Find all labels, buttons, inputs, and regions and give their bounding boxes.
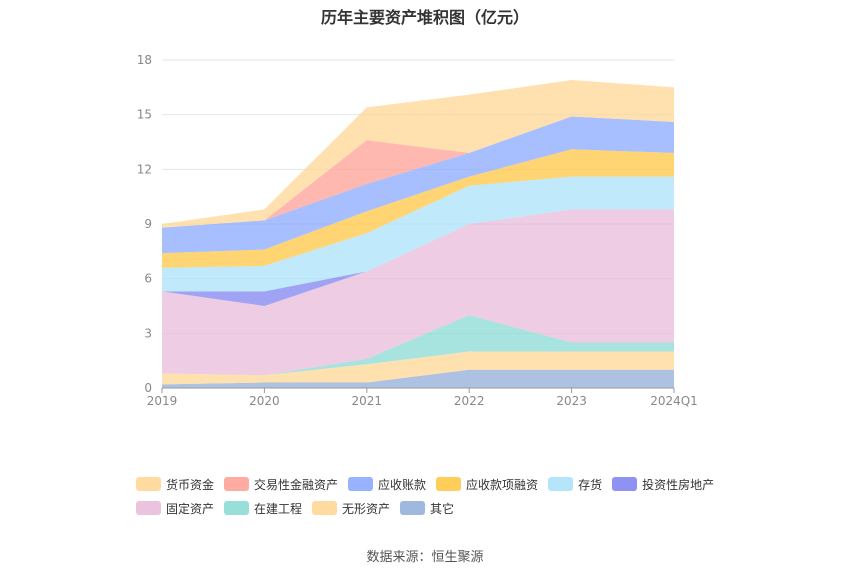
x-tick-label: 2023: [556, 394, 587, 408]
legend-swatch: [136, 501, 161, 515]
x-tick-label: 2020: [249, 394, 280, 408]
legend-row: 货币资金 交易性金融资产 应收账款 应收款项融资 存货 投资性房地产: [136, 472, 736, 496]
legend-row: 固定资产 在建工程 无形资产 其它: [136, 496, 736, 520]
area-series-0: [162, 369, 674, 388]
axes: 0 3 6 9 12 15 18 2019 2020 2021 2022 2023 2024Q1: [137, 53, 698, 408]
legend-swatch: [400, 501, 426, 515]
legend-item[interactable]: 其它: [400, 500, 454, 517]
legend-label: 其它: [430, 501, 455, 516]
y-tick-label: 3: [144, 326, 152, 340]
legend-swatch: [312, 501, 338, 515]
x-tick-label: 2022: [454, 394, 485, 408]
area-series-3: [162, 209, 674, 376]
legend-item[interactable]: 固定资产: [136, 500, 214, 517]
area-series-2: [162, 315, 674, 376]
y-tick-label: 18: [137, 53, 152, 67]
stacked-area-chart: 0 3 6 9 12 15 18 2019 2020 2021 2022 2023 2024Q1: [137, 53, 698, 408]
legend-label: 应收账款: [378, 477, 427, 492]
legend-label: 交易性金融资产: [254, 477, 339, 492]
legend-item[interactable]: 交易性金融资产: [224, 476, 338, 493]
legend-swatch: [348, 477, 374, 491]
area-series-4: [162, 209, 674, 306]
y-tick-label: 0: [144, 381, 152, 395]
legend-label: 无形资产: [342, 501, 391, 516]
legend-swatch: [224, 501, 250, 515]
area-series-1: [162, 351, 674, 385]
y-tick-label: 9: [144, 217, 152, 231]
legend-swatch: [612, 477, 638, 491]
legend-item[interactable]: 无形资产: [312, 500, 390, 517]
x-tick-label: 2021: [352, 394, 383, 408]
legend-item[interactable]: 货币资金: [136, 476, 214, 493]
legend-item[interactable]: 在建工程: [224, 500, 302, 517]
y-tick-label: 6: [144, 272, 152, 286]
legend-swatch: [224, 477, 250, 491]
x-tick-label: 2019: [147, 394, 178, 408]
area-series-5: [162, 176, 674, 292]
source-note: 数据来源：恒生聚源: [366, 550, 484, 565]
legend-label: 应收款项融资: [466, 477, 539, 492]
area-series-layer: [162, 80, 674, 388]
y-tick-label: 12: [137, 162, 152, 176]
x-tick-label: 2024Q1: [650, 394, 698, 408]
area-series-9: [162, 80, 674, 228]
legend-item[interactable]: 应收账款: [348, 476, 426, 493]
legend-label: 货币资金: [166, 477, 215, 492]
legend-swatch: [436, 477, 462, 491]
legend-item[interactable]: 投资性房地产: [612, 476, 714, 493]
legend-label: 存货: [578, 477, 603, 492]
legend-swatch: [136, 477, 161, 491]
legend: 货币资金 交易性金融资产 应收账款 应收款项融资 存货 投资性房地产 固定资产 在建工程 无形…: [136, 472, 736, 520]
legend-label: 固定资产: [166, 501, 215, 516]
chart-title: 历年主要资产堆积图（亿元）: [320, 8, 529, 27]
legend-item[interactable]: 存货: [548, 476, 602, 493]
y-tick-label: 15: [137, 108, 152, 122]
legend-item[interactable]: 应收款项融资: [436, 476, 538, 493]
legend-label: 投资性房地产: [642, 477, 715, 492]
legend-swatch: [548, 477, 574, 491]
area-series-6: [162, 149, 674, 268]
area-series-7: [162, 116, 674, 254]
legend-label: 在建工程: [254, 501, 303, 516]
